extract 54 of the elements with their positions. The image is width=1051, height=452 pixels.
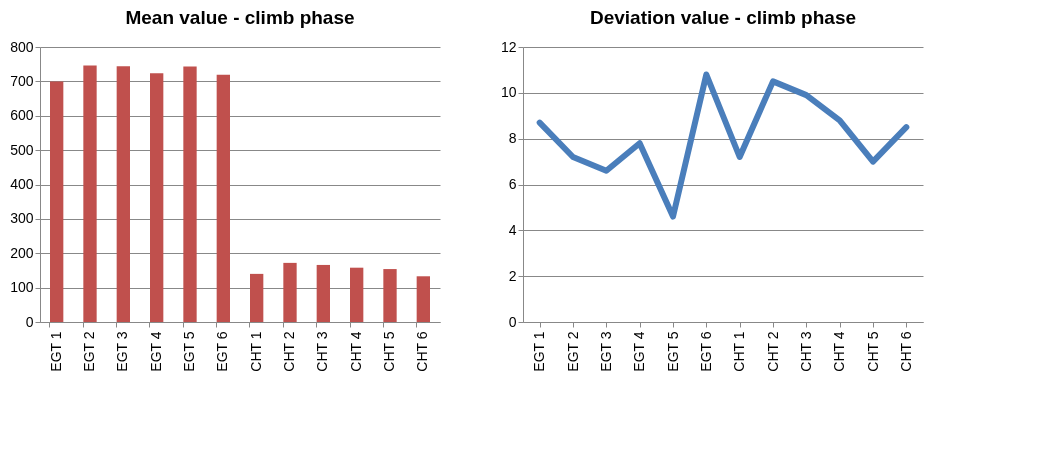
x-tick-label: CHT 6 bbox=[414, 331, 431, 372]
chart-title: Mean value - climb phase bbox=[125, 7, 355, 28]
x-tick-label: EGT 2 bbox=[564, 331, 581, 372]
y-tick-label: 12 bbox=[500, 38, 517, 55]
bar bbox=[350, 267, 364, 322]
y-tick-label: 0 bbox=[508, 313, 517, 330]
x-tick-label: EGT 3 bbox=[597, 331, 614, 372]
x-tick-label: CHT 4 bbox=[831, 331, 848, 372]
y-tick-label: 2 bbox=[508, 267, 517, 284]
x-tick-label: CHT 6 bbox=[897, 331, 914, 372]
x-tick-label: EGT 1 bbox=[531, 331, 548, 372]
x-tick-label: EGT 6 bbox=[214, 331, 231, 372]
x-tick-label: CHT 1 bbox=[731, 331, 748, 372]
bar bbox=[83, 65, 97, 322]
x-tick-label: CHT 1 bbox=[247, 331, 264, 372]
y-tick-label: 700 bbox=[10, 72, 34, 89]
bar bbox=[216, 74, 230, 322]
x-tick-label: EGT 5 bbox=[181, 331, 197, 372]
x-tick-label: CHT 2 bbox=[281, 331, 297, 372]
bar bbox=[150, 73, 164, 322]
y-tick-label: 4 bbox=[508, 221, 517, 238]
y-tick-label: 8 bbox=[508, 130, 517, 147]
x-tick-label: CHT 4 bbox=[347, 331, 364, 372]
bar bbox=[416, 276, 430, 322]
x-tick-label: CHT 5 bbox=[381, 331, 397, 372]
bar bbox=[250, 273, 264, 322]
y-tick-label: 500 bbox=[10, 141, 34, 158]
x-tick-label: EGT 5 bbox=[664, 331, 681, 372]
x-tick-label: EGT 4 bbox=[147, 331, 164, 372]
y-tick-label: 100 bbox=[10, 279, 34, 296]
y-tick-label: 400 bbox=[10, 176, 34, 192]
x-tick-label: CHT 5 bbox=[864, 331, 881, 372]
x-tick-label: EGT 1 bbox=[47, 331, 64, 372]
y-tick-label: 600 bbox=[10, 107, 34, 124]
y-tick-label: 800 bbox=[10, 38, 34, 55]
bar bbox=[283, 262, 297, 322]
y-tick-label: 0 bbox=[25, 313, 34, 330]
y-tick-label: 6 bbox=[508, 176, 517, 192]
bar bbox=[383, 269, 397, 322]
x-tick-label: EGT 6 bbox=[697, 331, 714, 372]
x-tick-label: EGT 4 bbox=[631, 331, 648, 372]
x-tick-label: EGT 3 bbox=[114, 331, 131, 372]
x-tick-label: CHT 2 bbox=[764, 331, 781, 372]
x-tick-label: EGT 2 bbox=[81, 331, 97, 372]
chart-title: Deviation value - climb phase bbox=[589, 7, 857, 28]
bar bbox=[116, 66, 130, 322]
bar bbox=[50, 81, 64, 322]
bar bbox=[316, 264, 330, 322]
y-tick-label: 10 bbox=[500, 84, 517, 101]
bar bbox=[183, 66, 197, 322]
x-tick-label: CHT 3 bbox=[797, 331, 814, 372]
y-tick-label: 300 bbox=[10, 210, 34, 227]
y-tick-label: 200 bbox=[10, 244, 34, 261]
x-tick-label: CHT 3 bbox=[314, 331, 331, 372]
